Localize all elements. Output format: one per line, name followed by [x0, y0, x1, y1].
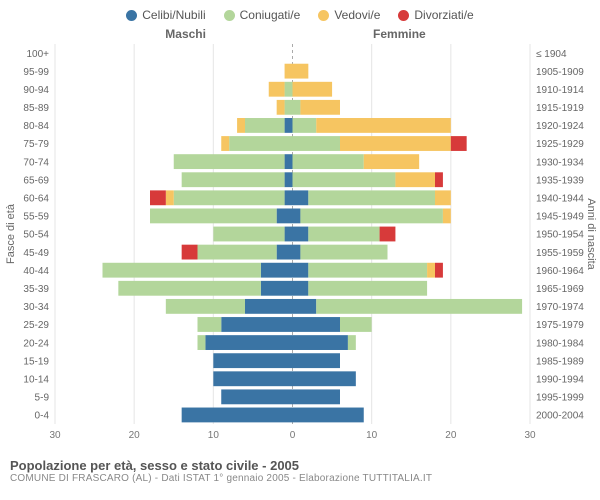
svg-text:85-89: 85-89	[23, 103, 49, 114]
legend-item: Vedovi/e	[318, 8, 380, 22]
svg-text:1975-1979: 1975-1979	[536, 320, 584, 331]
svg-text:1955-1959: 1955-1959	[536, 248, 584, 259]
svg-text:70-74: 70-74	[23, 157, 49, 168]
svg-text:1995-1999: 1995-1999	[536, 393, 584, 404]
svg-text:≤ 1904: ≤ 1904	[536, 49, 567, 60]
svg-text:30: 30	[524, 430, 536, 441]
svg-text:1940-1944: 1940-1944	[536, 194, 584, 205]
population-pyramid: 30 20 10 0 10 20 30 Maschi Femmine Fasce di età An…	[0, 24, 600, 454]
svg-text:Maschi: Maschi	[165, 27, 206, 41]
svg-text:1970-1974: 1970-1974	[536, 302, 584, 313]
svg-text:65-69: 65-69	[23, 175, 49, 186]
svg-text:1920-1924: 1920-1924	[536, 121, 584, 132]
legend-label: Coniugati/e	[240, 8, 301, 22]
svg-text:80-84: 80-84	[23, 121, 49, 132]
svg-text:20: 20	[129, 430, 141, 441]
svg-text:95-99: 95-99	[23, 67, 49, 78]
svg-text:1935-1939: 1935-1939	[536, 175, 584, 186]
chart-container: Celibi/Nubili Coniugati/e Vedovi/e Divorzia…	[0, 0, 600, 500]
legend-swatch	[318, 10, 329, 21]
svg-text:45-49: 45-49	[23, 248, 49, 259]
legend: Celibi/Nubili Coniugati/e Vedovi/e Divorzia…	[0, 0, 600, 24]
legend-swatch	[126, 10, 137, 21]
svg-text:60-64: 60-64	[23, 194, 49, 205]
svg-text:20-24: 20-24	[23, 338, 49, 349]
svg-text:2000-2004: 2000-2004	[536, 411, 584, 422]
svg-text:75-79: 75-79	[23, 139, 49, 150]
svg-text:1915-1919: 1915-1919	[536, 103, 584, 114]
svg-text:Femmine: Femmine	[373, 27, 426, 41]
svg-text:35-39: 35-39	[23, 284, 49, 295]
svg-text:1930-1934: 1930-1934	[536, 157, 584, 168]
svg-text:10: 10	[208, 430, 220, 441]
svg-text:90-94: 90-94	[23, 85, 49, 96]
legend-swatch	[224, 10, 235, 21]
svg-text:30: 30	[49, 430, 61, 441]
svg-text:100+: 100+	[26, 49, 49, 60]
svg-text:55-59: 55-59	[23, 212, 49, 223]
svg-text:30-34: 30-34	[23, 302, 49, 313]
svg-text:25-29: 25-29	[23, 320, 49, 331]
svg-text:50-54: 50-54	[23, 230, 49, 241]
legend-label: Divorziati/e	[414, 8, 473, 22]
legend-item: Coniugati/e	[224, 8, 301, 22]
svg-text:1925-1929: 1925-1929	[536, 139, 584, 150]
svg-text:10: 10	[366, 430, 378, 441]
svg-text:1950-1954: 1950-1954	[536, 230, 584, 241]
legend-swatch	[398, 10, 409, 21]
svg-text:1960-1964: 1960-1964	[536, 266, 584, 277]
svg-text:1910-1914: 1910-1914	[536, 85, 584, 96]
legend-label: Celibi/Nubili	[142, 8, 205, 22]
svg-text:5-9: 5-9	[35, 393, 50, 404]
svg-text:Fasce di età: Fasce di età	[5, 203, 17, 264]
svg-text:1905-1909: 1905-1909	[536, 67, 584, 78]
svg-text:1980-1984: 1980-1984	[536, 338, 584, 349]
svg-text:1990-1994: 1990-1994	[536, 374, 584, 385]
svg-text:15-19: 15-19	[23, 356, 49, 367]
svg-text:40-44: 40-44	[23, 266, 49, 277]
svg-text:0-4: 0-4	[35, 411, 50, 422]
footer-subtitle: COMUNE DI FRASCARO (AL) - Dati ISTAT 1° …	[10, 473, 590, 484]
svg-text:1965-1969: 1965-1969	[536, 284, 584, 295]
svg-text:20: 20	[445, 430, 457, 441]
svg-text:0: 0	[290, 430, 296, 441]
legend-item: Celibi/Nubili	[126, 8, 205, 22]
svg-text:Anni di nascita: Anni di nascita	[585, 198, 597, 270]
footer: Popolazione per età, sesso e stato civil…	[0, 454, 600, 484]
footer-title: Popolazione per età, sesso e stato civil…	[10, 458, 590, 473]
legend-item: Divorziati/e	[398, 8, 473, 22]
svg-text:1945-1949: 1945-1949	[536, 212, 584, 223]
svg-text:10-14: 10-14	[23, 374, 49, 385]
legend-label: Vedovi/e	[334, 8, 380, 22]
svg-text:1985-1989: 1985-1989	[536, 356, 584, 367]
